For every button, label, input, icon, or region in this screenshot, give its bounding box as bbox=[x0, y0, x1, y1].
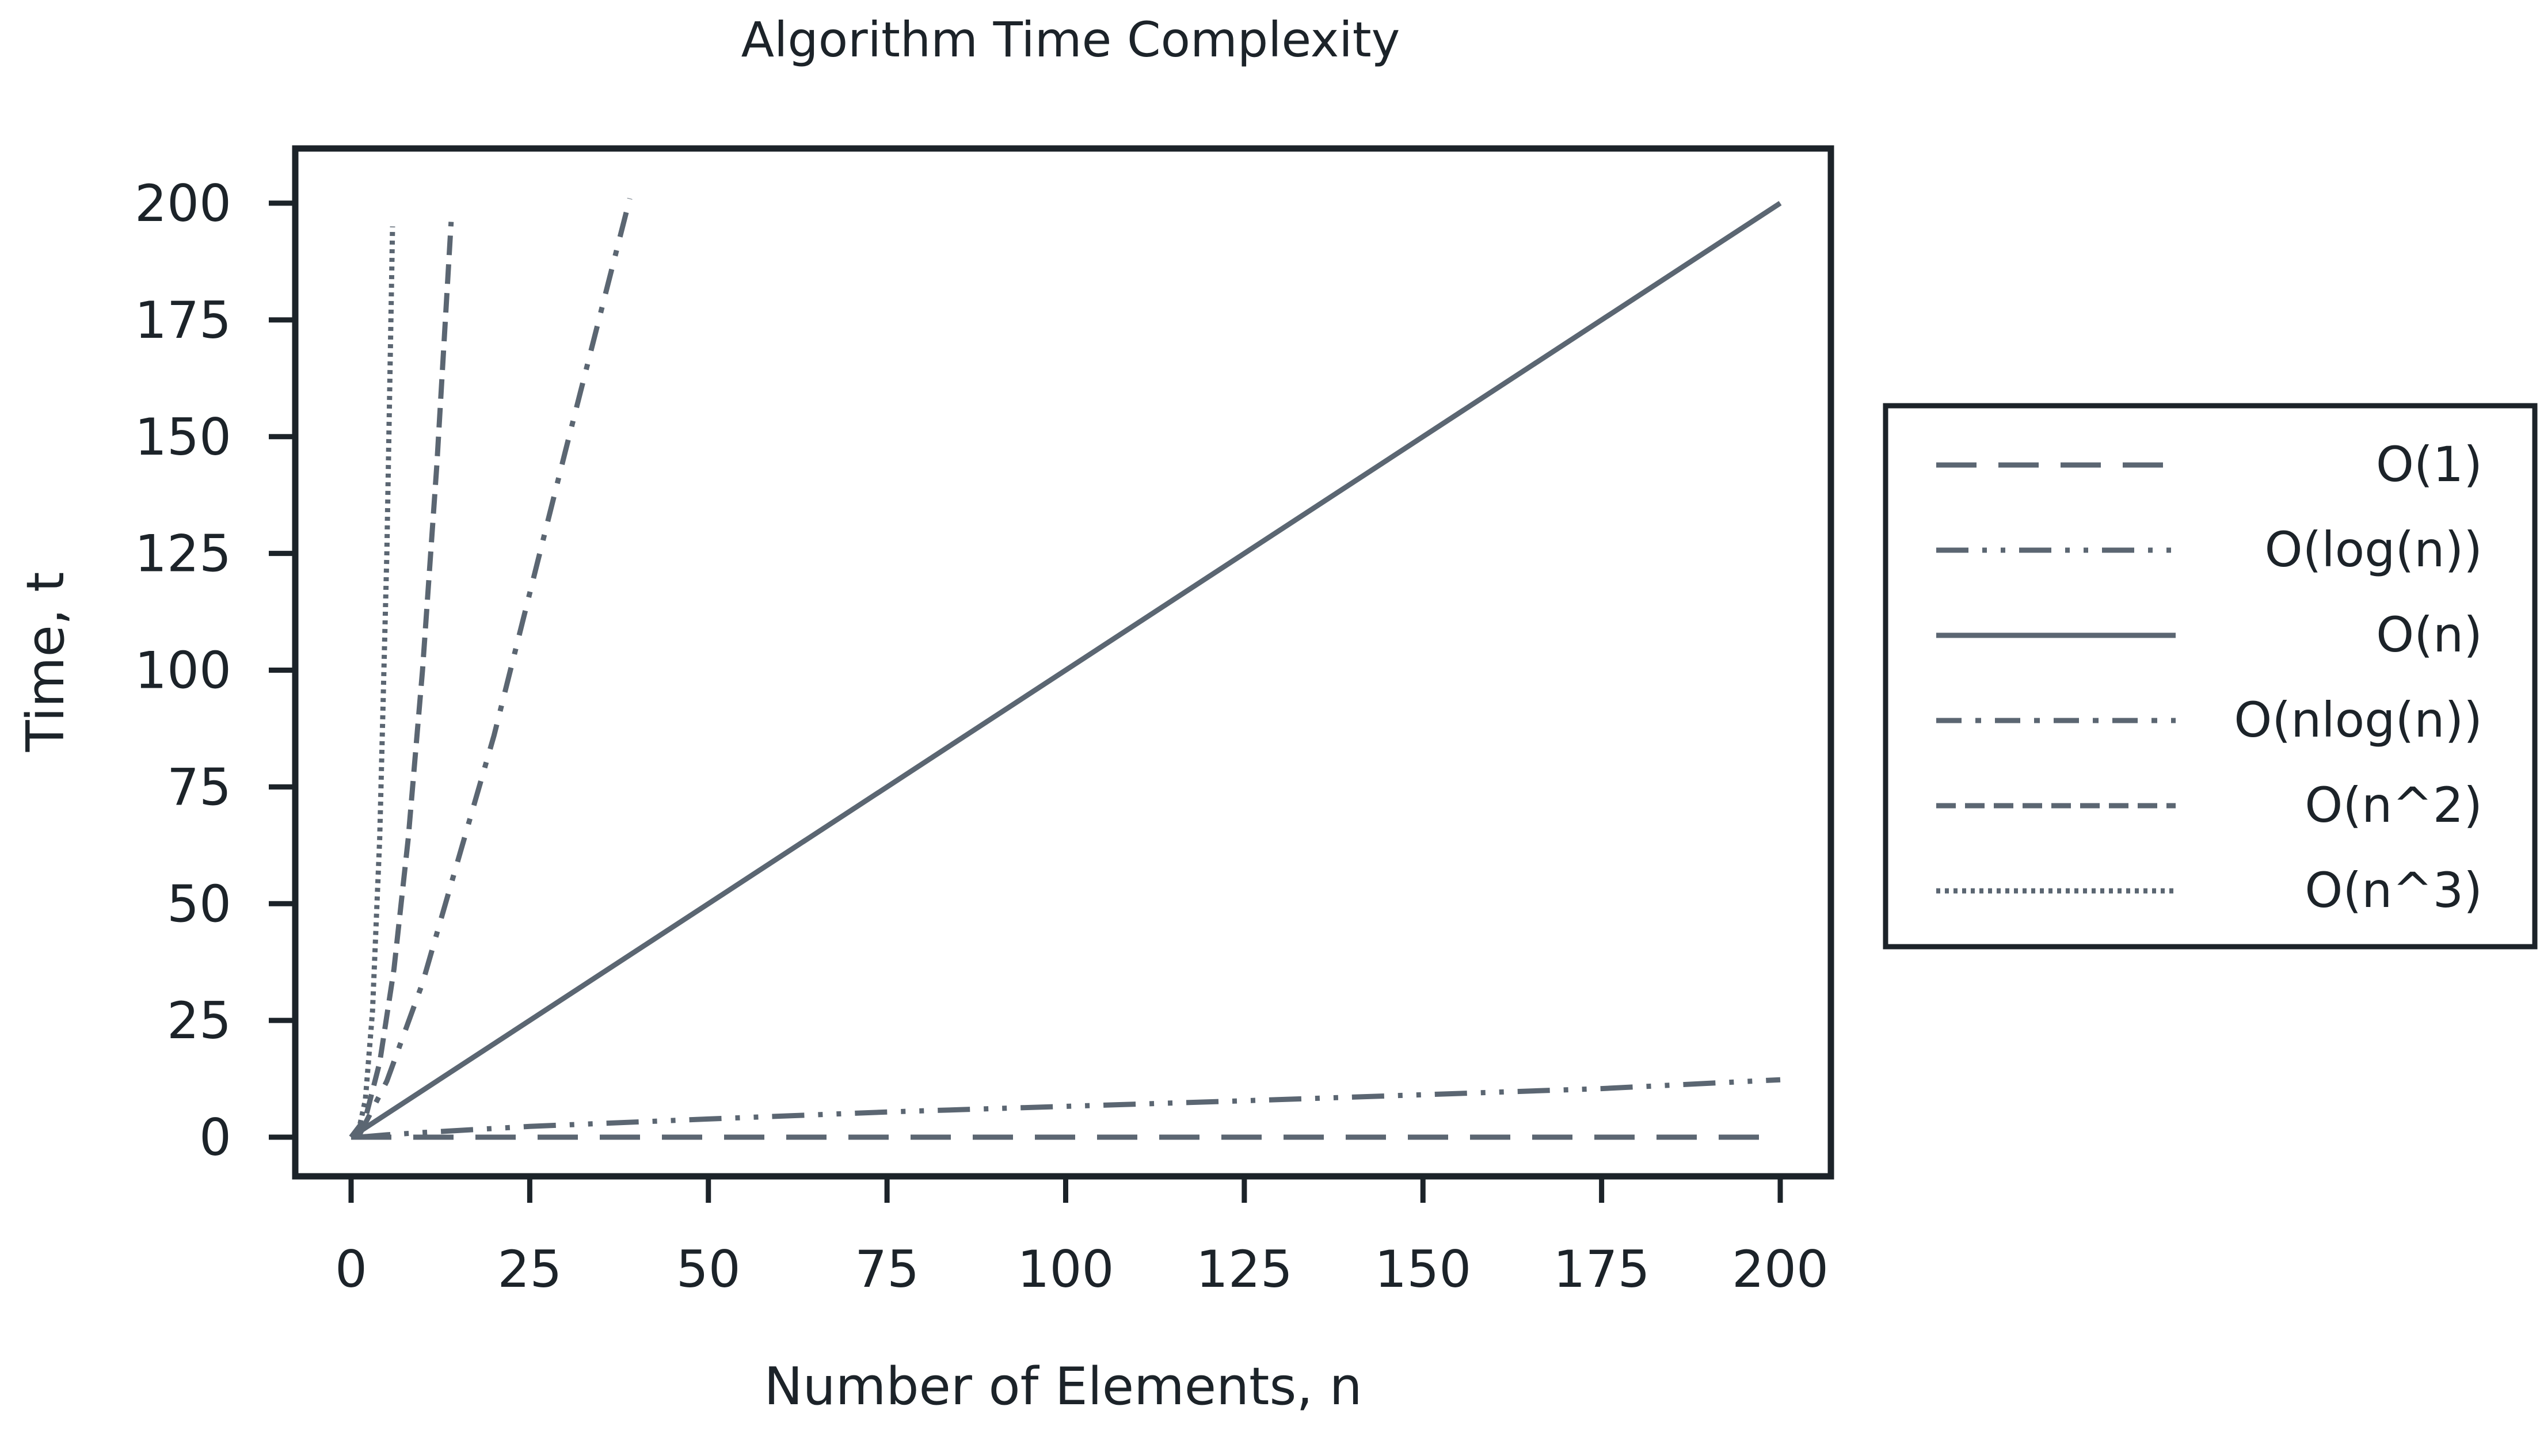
y-tick-label: 75 bbox=[167, 757, 231, 817]
x-tick-label: 200 bbox=[1732, 1240, 1829, 1299]
x-tick-label: 175 bbox=[1553, 1240, 1650, 1299]
y-tick-label: 25 bbox=[167, 991, 231, 1050]
x-tick-label: 125 bbox=[1196, 1240, 1293, 1299]
legend-label-o-n-3: O(n^3) bbox=[2305, 862, 2482, 918]
legend-label-o-n-2: O(n^2) bbox=[2305, 777, 2482, 833]
y-tick-label: 0 bbox=[199, 1108, 231, 1167]
legend-label-o-nlog-n: O(nlog(n)) bbox=[2234, 692, 2482, 748]
plot-frame bbox=[292, 145, 1834, 1180]
series-line-o-log-n bbox=[358, 1077, 1781, 1140]
legend: O(1) O(log(n)) O(n) O(nlog(n)) O(n^2) O(n^3) bbox=[1883, 403, 2538, 950]
x-tick-label: 50 bbox=[676, 1240, 741, 1299]
legend-label-o-log-n: O(log(n)) bbox=[2265, 521, 2483, 578]
x-tick-label: 75 bbox=[855, 1240, 919, 1299]
x-tick-label: 100 bbox=[1018, 1240, 1114, 1299]
y-tick-label: 125 bbox=[135, 524, 231, 584]
series-line-o-n-2 bbox=[349, 222, 454, 1139]
y-axis: 0 25 50 75 100 125 150 175 200 bbox=[135, 174, 293, 1167]
x-tick-label: 25 bbox=[497, 1240, 562, 1299]
x-tick-label: 0 bbox=[335, 1240, 367, 1299]
y-tick-label: 175 bbox=[135, 291, 231, 350]
legend-frame bbox=[1883, 403, 2538, 950]
series-line-o-n-3 bbox=[349, 226, 395, 1139]
y-axis-label: Time, t bbox=[16, 572, 76, 753]
y-tick-label: 200 bbox=[135, 174, 231, 233]
plot-area bbox=[349, 197, 1782, 1140]
series-line-o-n bbox=[349, 201, 1782, 1139]
y-tick-label: 50 bbox=[167, 874, 231, 933]
legend-label-o-n: O(n) bbox=[2376, 607, 2482, 663]
y-tick-label: 100 bbox=[135, 641, 231, 700]
series-line-o-nlog-n bbox=[356, 197, 633, 1139]
y-tick-label: 150 bbox=[135, 407, 231, 467]
x-axis: 0 25 50 75 100 125 150 175 200 bbox=[335, 1179, 1829, 1299]
legend-label-o-1: O(1) bbox=[2376, 436, 2482, 493]
x-axis-label: Number of Elements, n bbox=[764, 1356, 1362, 1417]
chart-title: Algorithm Time Complexity bbox=[741, 12, 1400, 68]
x-tick-label: 150 bbox=[1374, 1240, 1471, 1299]
